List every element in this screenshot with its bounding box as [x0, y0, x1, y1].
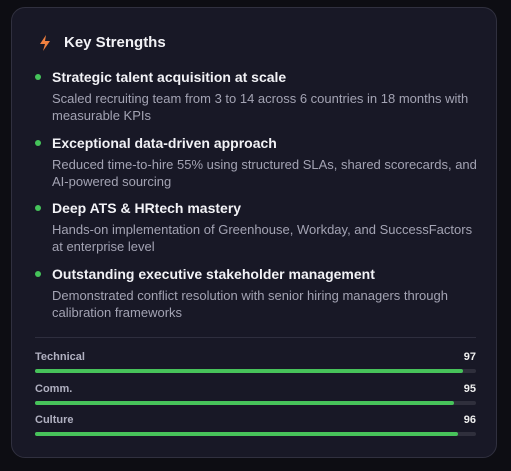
bullet: [35, 205, 41, 211]
item-description: Demonstrated conflict resolution with se…: [52, 287, 448, 320]
separator: [35, 337, 476, 338]
item-title: Outstanding executive stakeholder manage…: [52, 265, 375, 282]
score-value: 96: [463, 414, 476, 426]
strengths-card: Key Strengths Strategic talent acquisiti…: [11, 7, 497, 458]
bullet: [35, 270, 41, 277]
progress-track: [35, 400, 476, 405]
item-description: Scaled recruiting team from 3 to 14 acro…: [52, 91, 469, 123]
score-value: 95: [463, 382, 476, 395]
card-title: Key Strengths: [64, 34, 166, 51]
item-description: Reduced time-to-hire 55% using structure…: [52, 156, 477, 189]
score-value: 97: [463, 351, 476, 363]
item-title: Exceptional data-driven approach: [52, 134, 277, 151]
item-title: Strategic talent acquisition at scale: [52, 69, 287, 85]
progress-track: [35, 432, 476, 436]
item-title: Deep ATS & HRtech mastery: [52, 200, 242, 216]
progress-track: [35, 369, 476, 373]
item-description: Hands-on implementation of Greenhouse, W…: [52, 222, 473, 254]
progress-fill: [35, 400, 454, 405]
bullet: [35, 139, 41, 146]
progress-fill: [35, 369, 463, 373]
score-label: Comm.: [35, 382, 73, 395]
score-label: Technical: [35, 351, 85, 363]
lightning-icon: [40, 35, 50, 51]
progress-fill: [35, 432, 459, 436]
score-label: Culture: [35, 414, 74, 426]
bullet: [35, 74, 41, 80]
